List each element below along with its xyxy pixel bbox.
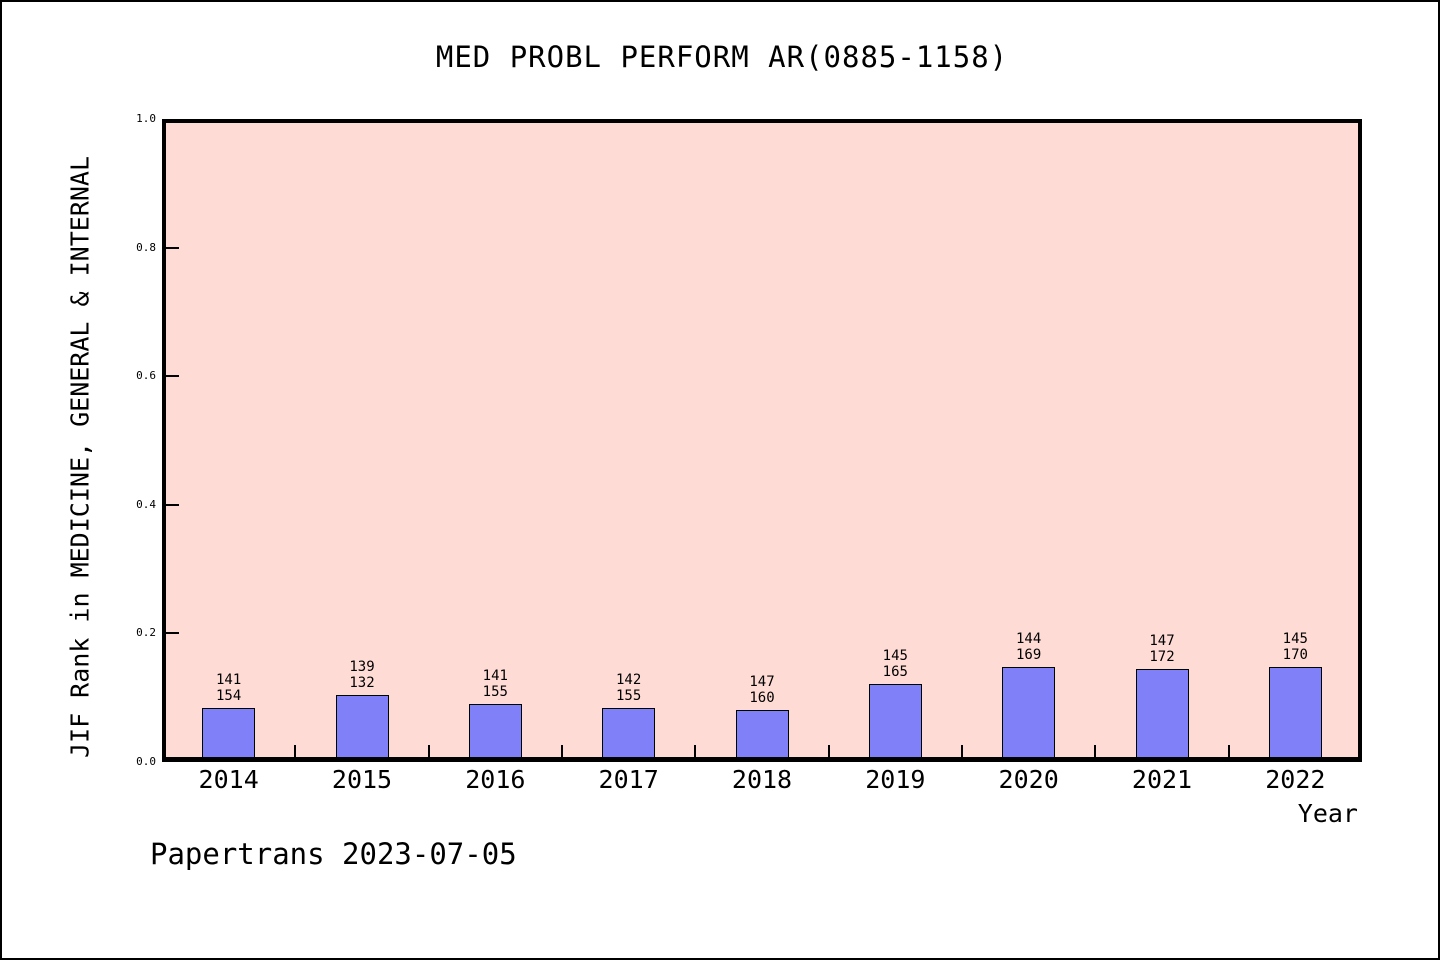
- x-tick-label: 2014: [198, 765, 259, 794]
- bar: [202, 707, 256, 758]
- y-tick-label: 0.6: [136, 369, 156, 383]
- y-axis-label: JIF Rank in MEDICINE, GENERAL & INTERNAL: [65, 155, 95, 759]
- bar: [868, 684, 922, 758]
- x-tick-mark: [1227, 745, 1230, 757]
- plot-area: [162, 119, 1362, 762]
- bar: [1135, 668, 1189, 758]
- bar-value-label: 145 165: [882, 648, 908, 681]
- x-tick-mark: [827, 745, 830, 757]
- bar-value-label: 147 172: [1149, 632, 1175, 665]
- bar-value-label: 141 154: [216, 671, 242, 704]
- x-tick-label: 2020: [998, 765, 1059, 794]
- y-tick-label: 0.0: [136, 755, 156, 768]
- x-tick-mark: [427, 745, 430, 757]
- bar: [1002, 666, 1056, 758]
- bar: [468, 704, 522, 758]
- y-tick-label: 0.8: [136, 240, 156, 254]
- x-tick-label: 2019: [865, 765, 926, 794]
- bar-value-label: 142 155: [616, 671, 642, 704]
- bar: [735, 709, 789, 758]
- chart-title: MED PROBL PERFORM AR(0885-1158): [435, 40, 1009, 74]
- x-tick-label: 2018: [731, 765, 793, 794]
- x-tick-mark: [294, 745, 297, 757]
- y-tick-mark: [166, 503, 179, 506]
- x-tick-mark: [1094, 745, 1097, 757]
- x-tick-label: 2017: [598, 765, 659, 794]
- bar-value-label: 144 169: [1016, 630, 1042, 663]
- y-tick-label: 1.0: [136, 112, 156, 125]
- y-tick-mark: [166, 375, 179, 378]
- bar-value-label: 139 132: [349, 659, 375, 692]
- caption-text: Papertrans 2023-07-05: [150, 837, 517, 871]
- bar: [1268, 667, 1322, 758]
- y-tick-mark: [166, 632, 179, 635]
- bar: [335, 695, 389, 758]
- bar-value-label: 141 155: [482, 668, 508, 701]
- x-tick-mark: [561, 745, 563, 757]
- y-tick-label: 0.2: [136, 626, 156, 640]
- x-tick-label: 2016: [465, 765, 526, 794]
- bar-value-label: 145 170: [1282, 631, 1308, 664]
- y-tick-mark: [166, 246, 179, 249]
- bar: [602, 707, 656, 758]
- x-tick-label: 2015: [331, 765, 393, 794]
- x-tick-label: 2021: [1131, 765, 1193, 794]
- x-axis-label: Year: [1297, 799, 1358, 828]
- x-tick-mark: [961, 745, 963, 757]
- bar-value-label: 147 160: [749, 673, 775, 706]
- x-tick-label: 2022: [1265, 765, 1326, 794]
- x-tick-mark: [694, 745, 697, 757]
- y-tick-label: 0.4: [136, 497, 156, 511]
